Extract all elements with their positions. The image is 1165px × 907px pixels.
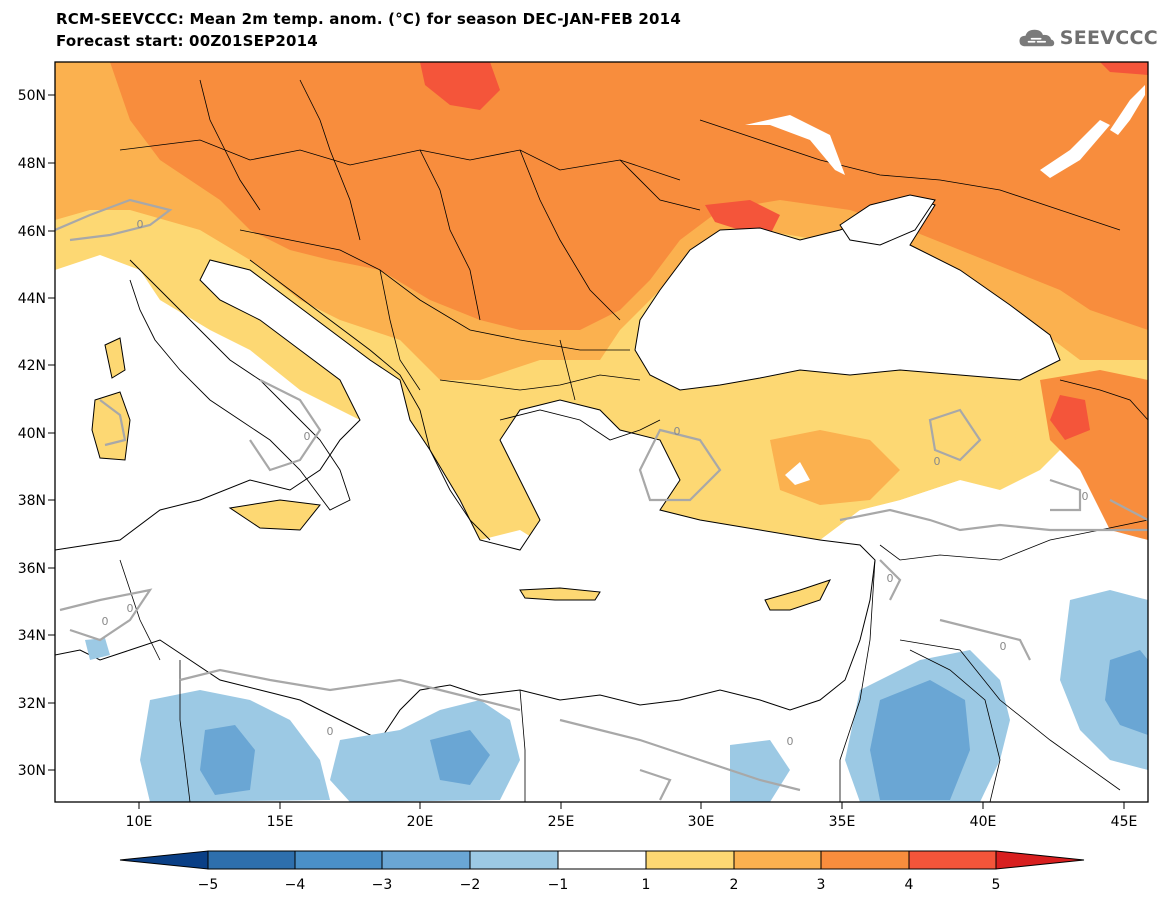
map-title: RCM-SEEVCCC: Mean 2m temp. anom. (°C) fo… bbox=[56, 10, 681, 28]
anomaly-neg-iraq-core bbox=[1105, 650, 1148, 735]
anomaly-2-3-anatolia bbox=[770, 430, 900, 505]
map-area bbox=[55, 62, 1148, 802]
colorbar-bin bbox=[645, 850, 735, 870]
colorbar-bin bbox=[908, 850, 997, 870]
colorbar-tick: −5 bbox=[198, 877, 219, 893]
lon-label: 30E bbox=[688, 814, 715, 830]
anomaly-neg-libya-core bbox=[200, 725, 255, 795]
colorbar-bin bbox=[820, 850, 910, 870]
lat-label: 44N bbox=[18, 291, 46, 307]
lon-label: 35E bbox=[829, 814, 856, 830]
corsica bbox=[104, 337, 126, 379]
lat-label: 46N bbox=[18, 224, 46, 240]
lat-label: 32N bbox=[18, 696, 46, 712]
contour-label: 0 bbox=[102, 615, 109, 628]
coastlines bbox=[129, 259, 661, 541]
contour-label: 0 bbox=[137, 218, 144, 231]
colorbar-tick: 4 bbox=[905, 877, 914, 893]
colorbar-tick: 3 bbox=[817, 877, 826, 893]
logo-text: SEEVCCC bbox=[1059, 27, 1158, 49]
lon-label: 15E bbox=[267, 814, 294, 830]
lat-label: 34N bbox=[18, 628, 46, 644]
colorbar-tick: 1 bbox=[642, 877, 651, 893]
cloud-icon bbox=[1019, 29, 1055, 47]
forecast-start: Forecast start: 00Z01SEP2014 bbox=[56, 32, 318, 50]
anomaly-4-5-crimea bbox=[705, 200, 780, 235]
colorbar bbox=[119, 850, 1085, 870]
seevccc-logo: SEEVCCC bbox=[1018, 22, 1158, 54]
contour-label: 0 bbox=[1000, 640, 1007, 653]
contour-label: 0 bbox=[1082, 490, 1089, 503]
lat-label: 48N bbox=[18, 156, 46, 172]
lat-label: 42N bbox=[18, 358, 46, 374]
colorbar-tick: −4 bbox=[285, 877, 306, 893]
anomaly-4-5-north bbox=[420, 62, 500, 110]
lat-label: 30N bbox=[18, 763, 46, 779]
colorbar-bin bbox=[469, 850, 559, 870]
ice-streaks bbox=[745, 85, 1145, 485]
lon-label: 25E bbox=[548, 814, 575, 830]
colorbar-tick: 2 bbox=[730, 877, 739, 893]
lat-label: 50N bbox=[18, 88, 46, 104]
lon-label: 45E bbox=[1111, 814, 1138, 830]
black-sea bbox=[634, 199, 1061, 391]
crete bbox=[519, 587, 601, 601]
anomaly-neg-egypt-core bbox=[430, 730, 490, 785]
colorbar-bin bbox=[294, 850, 383, 870]
anomaly-4-5-ne bbox=[1100, 62, 1148, 75]
colorbar-bin bbox=[557, 850, 647, 870]
colorbar-bin bbox=[733, 850, 822, 870]
anomaly-neg-tunisia bbox=[85, 638, 110, 660]
contour-label: 0 bbox=[787, 735, 794, 748]
zero-contours bbox=[55, 198, 1148, 801]
lat-label: 40N bbox=[18, 426, 46, 442]
contour-label: 0 bbox=[127, 602, 134, 615]
country-borders bbox=[119, 79, 1148, 802]
colorbar-bin bbox=[207, 850, 296, 870]
colorbar-tick: −3 bbox=[372, 877, 393, 893]
contour-label: 0 bbox=[674, 425, 681, 438]
map-frame bbox=[54, 61, 1149, 803]
lon-label: 10E bbox=[126, 814, 153, 830]
lat-label: 38N bbox=[18, 493, 46, 509]
anomaly-4-5-east bbox=[1050, 395, 1090, 440]
lon-label: 40E bbox=[970, 814, 997, 830]
lat-label: 36N bbox=[18, 561, 46, 577]
contour-label: 0 bbox=[304, 430, 311, 443]
colorbar-tick: 5 bbox=[992, 877, 1001, 893]
lon-label: 20E bbox=[407, 814, 434, 830]
colorbar-arrow-right bbox=[995, 850, 1085, 870]
anomaly-3-4 bbox=[110, 62, 1148, 330]
sea-of-azov bbox=[839, 194, 936, 246]
colorbar-tick: −2 bbox=[460, 877, 481, 893]
anomaly-neg-levant-core bbox=[870, 680, 970, 800]
colorbar-arrow-left bbox=[119, 850, 209, 870]
cyprus bbox=[764, 579, 831, 611]
lat-axis bbox=[48, 94, 55, 771]
sicily bbox=[228, 499, 321, 531]
lon-axis bbox=[138, 802, 1125, 809]
contour-label: 0 bbox=[887, 572, 894, 585]
anomaly-neg-sinai bbox=[730, 740, 790, 802]
contour-label: 0 bbox=[327, 725, 334, 738]
colorbar-tick: −1 bbox=[548, 877, 569, 893]
sardinia bbox=[91, 391, 131, 461]
colorbar-bin bbox=[381, 850, 471, 870]
contour-label: 0 bbox=[934, 455, 941, 468]
